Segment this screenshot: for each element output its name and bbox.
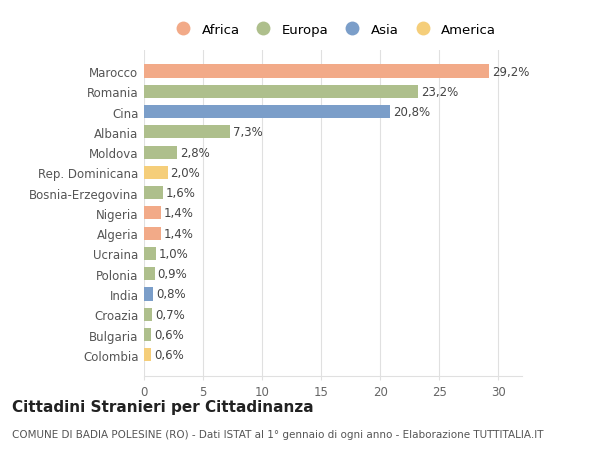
Bar [144,308,152,321]
Bar [144,328,151,341]
Bar [144,167,167,179]
Bar [144,207,161,220]
Text: Cittadini Stranieri per Cittadinanza: Cittadini Stranieri per Cittadinanza [12,399,314,414]
Text: 0,9%: 0,9% [158,268,187,280]
Text: 29,2%: 29,2% [492,65,529,78]
Text: 0,7%: 0,7% [155,308,185,321]
Text: 0,6%: 0,6% [154,348,184,362]
Bar [144,106,390,119]
Text: 1,0%: 1,0% [159,247,188,260]
Text: 1,6%: 1,6% [166,187,196,200]
Bar [144,348,151,362]
Bar [144,227,161,240]
Bar [144,65,489,78]
Legend: Africa, Europa, Asia, America: Africa, Europa, Asia, America [167,21,499,39]
Text: 20,8%: 20,8% [392,106,430,119]
Text: 1,4%: 1,4% [163,207,193,220]
Text: 2,8%: 2,8% [180,146,210,159]
Text: COMUNE DI BADIA POLESINE (RO) - Dati ISTAT al 1° gennaio di ogni anno - Elaboraz: COMUNE DI BADIA POLESINE (RO) - Dati IST… [12,429,544,439]
Text: 0,6%: 0,6% [154,328,184,341]
Text: 7,3%: 7,3% [233,126,263,139]
Bar [144,247,156,260]
Bar [144,146,177,159]
Bar [144,268,155,280]
Text: 1,4%: 1,4% [163,227,193,240]
Text: 23,2%: 23,2% [421,86,458,99]
Bar [144,85,418,99]
Bar [144,187,163,200]
Bar [144,288,154,301]
Text: 2,0%: 2,0% [170,167,200,179]
Text: 0,8%: 0,8% [157,288,186,301]
Bar [144,126,230,139]
